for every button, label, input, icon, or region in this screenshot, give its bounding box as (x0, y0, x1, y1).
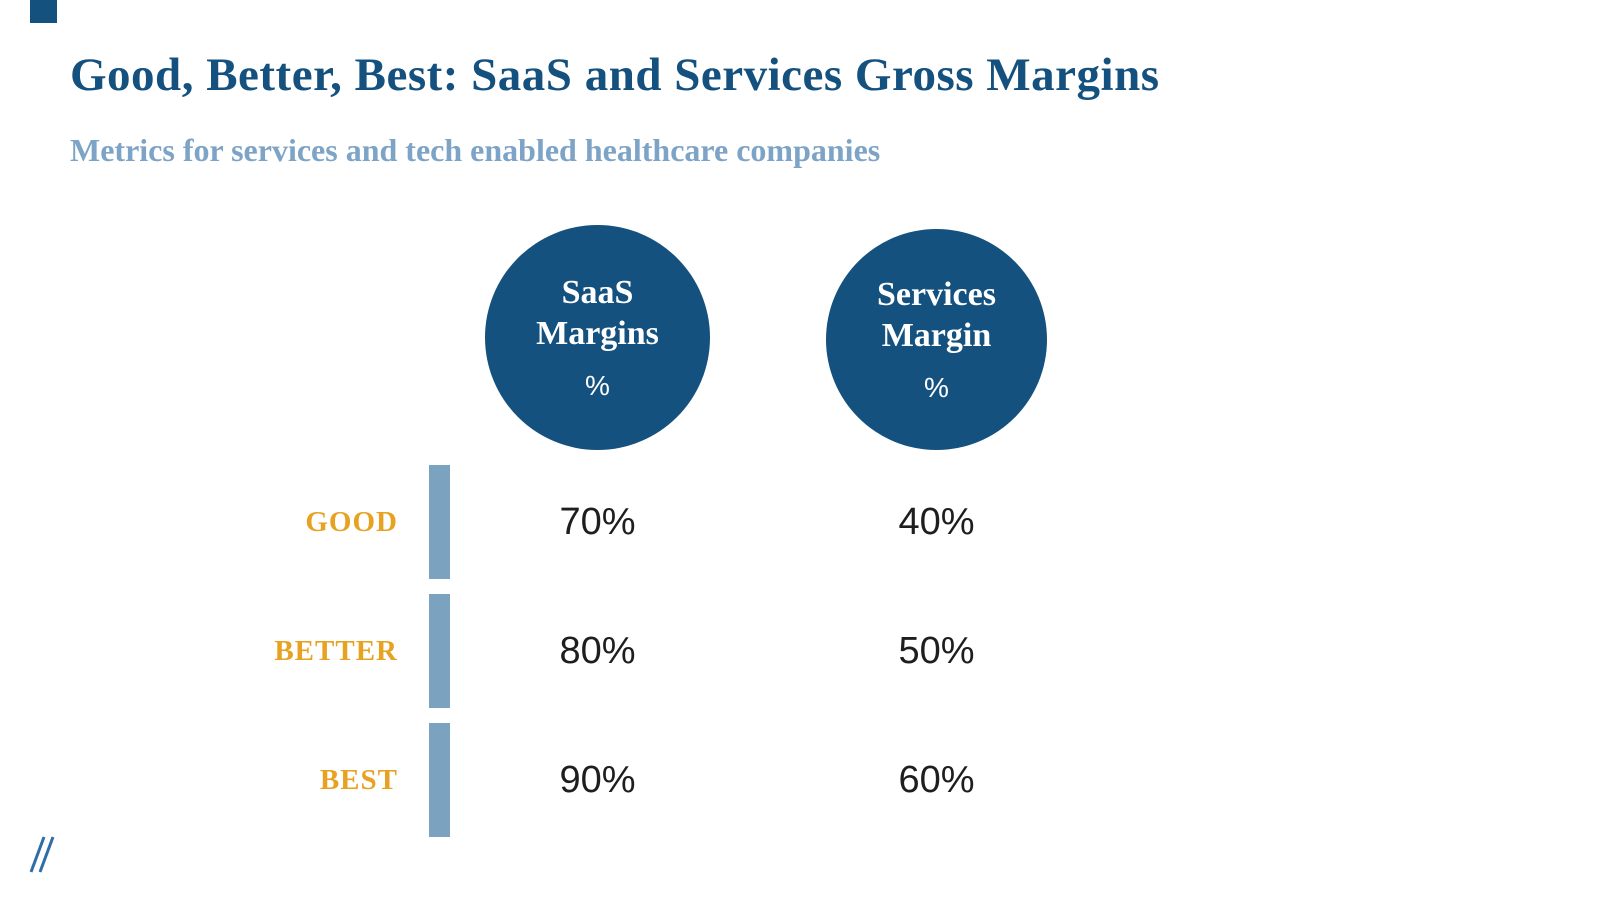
table-row-good: GOOD 70% 40% (0, 465, 1600, 579)
column-header-label: Services Margin (877, 276, 996, 354)
brand-corner-mark (30, 0, 57, 23)
services-margin-value: 40% (898, 500, 975, 543)
services-margin-value: 50% (898, 629, 975, 672)
row-divider-bar (429, 723, 450, 837)
saas-margin-value: 80% (559, 629, 636, 672)
column-header-unit: % (585, 369, 610, 401)
double-slash-logo-icon (29, 836, 55, 873)
row-label: BETTER (274, 634, 398, 667)
row-divider-bar (429, 594, 450, 708)
saas-margin-value: 70% (559, 500, 636, 543)
page-subtitle: Metrics for services and tech enabled he… (70, 132, 881, 168)
row-divider-bar (429, 465, 450, 579)
table-row-best: BEST 90% 60% (0, 723, 1600, 837)
column-header-saas-margins: SaaS Margins % (485, 225, 710, 450)
page-title: Good, Better, Best: SaaS and Services Gr… (70, 49, 1160, 101)
column-header-label: SaaS Margins (536, 274, 659, 352)
saas-margin-value: 90% (559, 758, 636, 801)
table-row-better: BETTER 80% 50% (0, 594, 1600, 708)
row-label: BEST (319, 763, 398, 796)
column-header-services-margin: Services Margin % (826, 229, 1047, 450)
row-label: GOOD (305, 505, 398, 538)
column-header-unit: % (924, 371, 949, 403)
services-margin-value: 60% (898, 758, 975, 801)
